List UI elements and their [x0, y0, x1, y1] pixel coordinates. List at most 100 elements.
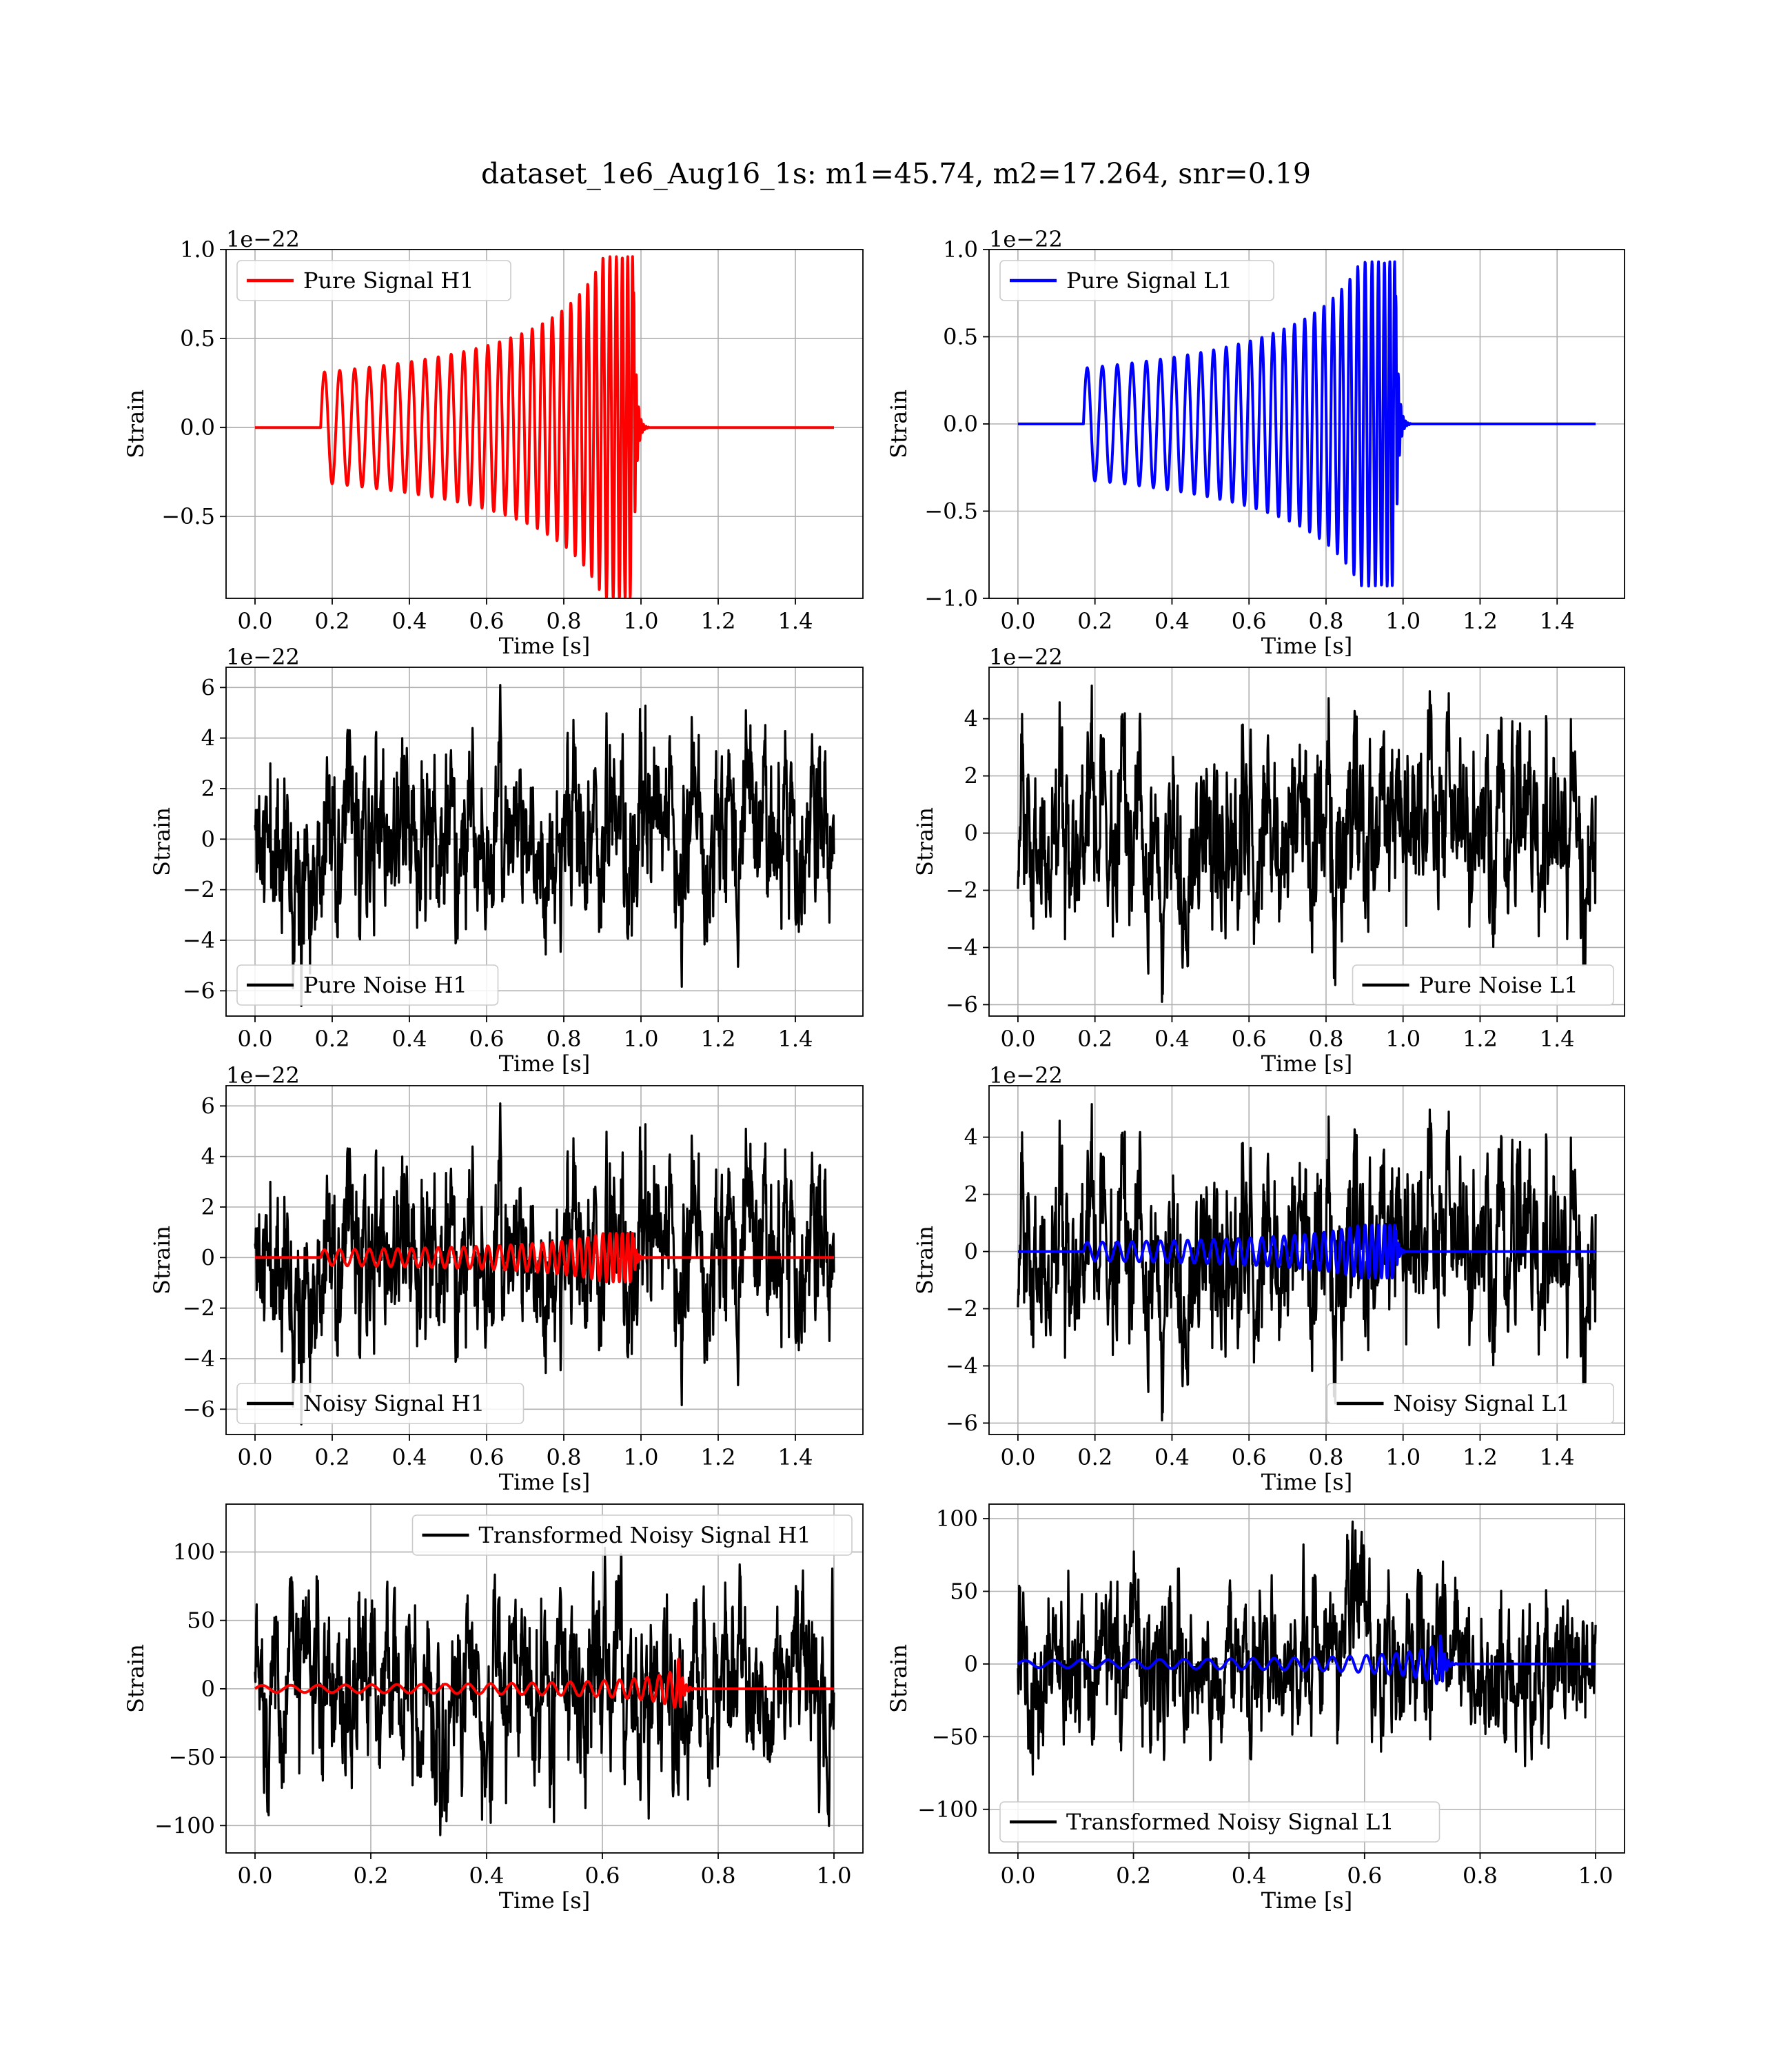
series-line-pure-noise-h1 — [254, 684, 835, 1007]
x-axis-label: Time [s] — [499, 1469, 590, 1495]
x-tick-label: 1.4 — [778, 608, 813, 634]
x-tick-label: 1.2 — [701, 608, 736, 634]
series-line-noisy-signal-l1 — [1017, 1103, 1597, 1421]
x-tick-label: 0.4 — [392, 1026, 427, 1052]
y-tick-label: 100 — [173, 1539, 215, 1565]
x-tick-label: 0.6 — [469, 1026, 505, 1052]
x-tick-label: 0.4 — [1232, 1863, 1267, 1889]
series-line-pure-signal-l1 — [1017, 260, 1597, 588]
legend: Transformed Noisy Signal H1 — [411, 1514, 853, 1556]
series-line-overlay-1 — [1017, 1224, 1597, 1280]
subplot-pure-signal-l1: 0.0 0.2 0.4 0.6 0.8 1.0 1.2 1.4 −1.0 −0.5 0.0 0.5 1.… — [886, 226, 1625, 659]
x-tick-label: 0.4 — [1154, 1444, 1190, 1470]
legend-frame — [1352, 964, 1614, 1006]
y-tick-label: 0.5 — [180, 325, 215, 352]
axes-frame — [225, 1085, 864, 1435]
series-group — [254, 1102, 835, 1426]
x-axis-label: Time [s] — [1261, 633, 1352, 659]
subplot-pure-signal-h1: 0.0 0.2 0.4 0.6 0.8 1.0 1.2 1.4 −0.5 0.0 0.5 1.0 Tim… — [123, 226, 864, 659]
y-tick-label: 4 — [201, 725, 215, 751]
figure-title: dataset_1e6_Aug16_1s: m1=45.74, m2=17.26… — [480, 157, 1311, 190]
x-axis-label: Time [s] — [1261, 1051, 1352, 1077]
x-tick-label: 0.8 — [547, 1026, 582, 1052]
y-tick-label: 1.0 — [943, 236, 978, 263]
y-tick-label: 2 — [201, 1194, 215, 1220]
x-tick-label: 0.6 — [1347, 1863, 1382, 1889]
series-line-pure-signal-h1 — [254, 255, 835, 598]
x-tick-label: 1.0 — [817, 1863, 852, 1889]
x-tick-label: 0.8 — [701, 1863, 736, 1889]
x-tick-label: 1.4 — [778, 1444, 813, 1470]
x-tick-label: 0.2 — [1077, 608, 1112, 634]
legend-frame — [236, 260, 511, 301]
y-tick-label: −0.5 — [161, 503, 215, 529]
x-tick-label: 0.2 — [354, 1863, 389, 1889]
legend-label: Pure Signal H1 — [303, 267, 474, 294]
x-tick-label: 0.4 — [1154, 608, 1190, 634]
legend-label: Transformed Noisy Signal H1 — [479, 1522, 811, 1548]
series-group — [254, 1546, 835, 1836]
x-tick-label: 0.8 — [1308, 1026, 1343, 1052]
x-tick-label: 0.8 — [1308, 1444, 1343, 1470]
x-tick-label: 1.2 — [701, 1026, 736, 1052]
y-tick-label: −4 — [183, 927, 215, 953]
axes-frame — [225, 667, 864, 1017]
y-tick-label: −100 — [154, 1812, 215, 1838]
x-axis-label: Time [s] — [1261, 1469, 1352, 1495]
legend: Pure Signal H1 — [236, 260, 511, 301]
y-tick-label: −2 — [183, 877, 215, 903]
y-tick-label: 2 — [201, 776, 215, 802]
series-group — [1017, 1520, 1597, 1776]
x-tick-label: 0.0 — [1000, 1444, 1035, 1470]
x-tick-label: 0.6 — [469, 608, 505, 634]
x-tick-label: 1.0 — [1385, 1444, 1421, 1470]
x-tick-label: 0.0 — [238, 608, 273, 634]
y-tick-label: −2 — [946, 1296, 978, 1322]
y-tick-label: −6 — [183, 1396, 215, 1422]
axes-frame — [988, 1085, 1625, 1435]
y-axis-label: Strain — [123, 1644, 149, 1713]
x-tick-label: 0.0 — [238, 1444, 273, 1470]
y-tick-label: 0 — [201, 826, 215, 852]
x-tick-label: 0.8 — [547, 1444, 582, 1470]
y-tick-label: 0 — [964, 1651, 978, 1677]
axis-offset-text: 1e−22 — [226, 1062, 300, 1088]
y-tick-label: −6 — [946, 991, 978, 1017]
subplot-pure-noise-l1: 0.0 0.2 0.4 0.6 0.8 1.0 1.2 1.4 −6 −4 −2 0 2 4 Time [s… — [912, 644, 1625, 1077]
legend-frame — [999, 1801, 1440, 1843]
axes-frame — [225, 249, 864, 599]
legend-label: Transformed Noisy Signal L1 — [1066, 1809, 1394, 1835]
x-tick-label: 0.2 — [1077, 1026, 1112, 1052]
y-tick-label: 6 — [201, 674, 215, 700]
x-tick-label: 1.4 — [778, 1026, 813, 1052]
legend-label: Pure Noise L1 — [1419, 972, 1578, 998]
axes-frame — [225, 1503, 864, 1854]
y-axis-label: Strain — [886, 1644, 912, 1713]
y-tick-label: 0.0 — [180, 414, 215, 440]
x-tick-label: 0.0 — [238, 1863, 273, 1889]
series-line-overlay-1 — [1017, 1634, 1597, 1685]
y-tick-label: 4 — [201, 1144, 215, 1170]
legend: Pure Noise L1 — [1352, 964, 1614, 1006]
series-line-overlay-1 — [254, 1657, 835, 1709]
series-group — [254, 255, 835, 598]
legend-label: Pure Noise H1 — [303, 972, 467, 998]
x-tick-label: 0.6 — [1232, 608, 1267, 634]
subplot-pure-noise-h1: 0.0 0.2 0.4 0.6 0.8 1.0 1.2 1.4 −6 −4 −2 0 2 4 6 Time [… — [149, 644, 864, 1077]
axis-offset-text: 1e−22 — [226, 226, 300, 252]
subplot-noisy-signal-l1: 0.0 0.2 0.4 0.6 0.8 1.0 1.2 1.4 −6 −4 −2 0 2 4 Time [s… — [912, 1062, 1625, 1495]
y-tick-label: 1.0 — [180, 236, 215, 263]
y-tick-label: 0.5 — [943, 324, 978, 350]
x-axis-label: Time [s] — [499, 633, 590, 659]
series-group — [1017, 1103, 1597, 1421]
legend: Noisy Signal L1 — [1326, 1383, 1614, 1424]
axis-offset-text: 1e−22 — [989, 226, 1063, 252]
legend-frame — [236, 1383, 525, 1424]
x-tick-label: 0.2 — [315, 1444, 350, 1470]
y-tick-label: −50 — [168, 1744, 215, 1770]
y-tick-label: −4 — [946, 934, 978, 960]
x-axis-label: Time [s] — [499, 1051, 590, 1077]
series-group — [254, 684, 835, 1007]
x-tick-label: 1.2 — [1463, 1444, 1498, 1470]
